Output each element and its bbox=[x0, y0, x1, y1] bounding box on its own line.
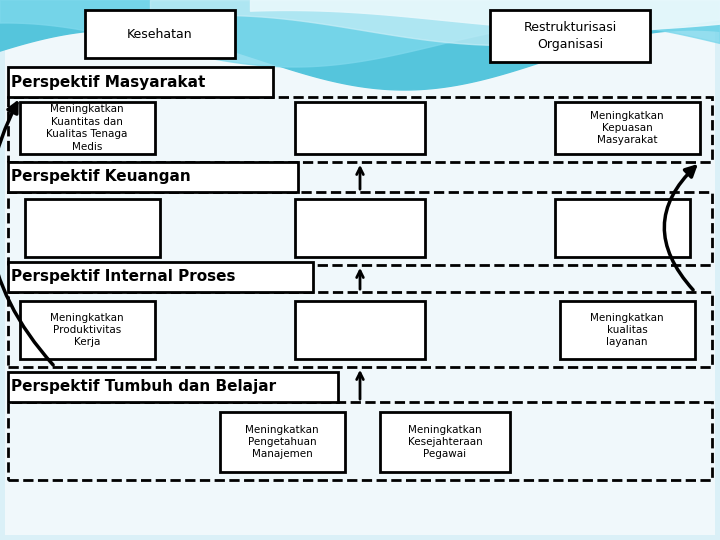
Bar bbox=[8, 67, 273, 97]
Text: Perspektif Masyarakat: Perspektif Masyarakat bbox=[11, 75, 205, 90]
Bar bbox=[8, 402, 712, 480]
Bar bbox=[555, 102, 700, 154]
Bar bbox=[555, 199, 690, 257]
Text: Meningkatkan
Kuantitas dan
Kualitas Tenaga
Medis: Meningkatkan Kuantitas dan Kualitas Tena… bbox=[46, 104, 127, 152]
Bar bbox=[20, 102, 155, 154]
Text: Meningkatkan
kualitas
layanan: Meningkatkan kualitas layanan bbox=[590, 313, 664, 347]
Bar bbox=[560, 301, 695, 359]
Bar bbox=[8, 162, 298, 192]
Bar bbox=[8, 292, 712, 367]
Text: Meningkatkan
Produktivitas
Kerja: Meningkatkan Produktivitas Kerja bbox=[50, 313, 124, 347]
Text: Kesehatan: Kesehatan bbox=[127, 28, 193, 40]
Bar bbox=[8, 192, 712, 265]
FancyArrowPatch shape bbox=[0, 103, 53, 365]
Text: Meningkatkan
Kepuasan
Masyarakat: Meningkatkan Kepuasan Masyarakat bbox=[590, 111, 664, 145]
FancyArrowPatch shape bbox=[665, 166, 696, 290]
Bar bbox=[295, 301, 425, 359]
Text: Meningkatkan
Kesejahteraan
Pegawai: Meningkatkan Kesejahteraan Pegawai bbox=[408, 424, 482, 460]
FancyBboxPatch shape bbox=[5, 5, 715, 535]
Text: Perspektif Keuangan: Perspektif Keuangan bbox=[11, 170, 191, 185]
Bar bbox=[20, 301, 155, 359]
Text: Perspektif Tumbuh dan Belajar: Perspektif Tumbuh dan Belajar bbox=[11, 380, 276, 395]
Text: Restrukturisasi
Organisasi: Restrukturisasi Organisasi bbox=[523, 21, 616, 51]
Text: Meningkatkan
Pengetahuan
Manajemen: Meningkatkan Pengetahuan Manajemen bbox=[246, 424, 319, 460]
Bar bbox=[220, 412, 345, 472]
Bar bbox=[490, 10, 650, 62]
Bar bbox=[8, 97, 712, 162]
Bar bbox=[380, 412, 510, 472]
Bar bbox=[8, 262, 313, 292]
Text: Perspektif Internal Proses: Perspektif Internal Proses bbox=[11, 269, 235, 285]
Bar bbox=[8, 372, 338, 402]
Bar bbox=[295, 102, 425, 154]
Bar bbox=[85, 10, 235, 58]
Bar bbox=[295, 199, 425, 257]
Bar bbox=[25, 199, 160, 257]
